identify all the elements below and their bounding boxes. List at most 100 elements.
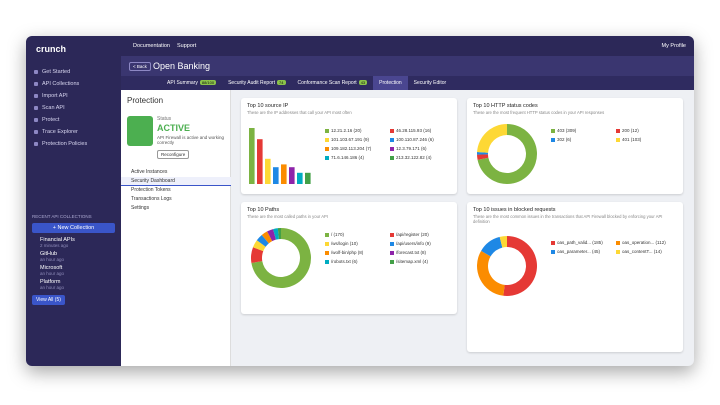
chart-card: Top 10 source IP These are the IP address…	[241, 98, 457, 194]
legend-item[interactable]: 100.110.87.246 (6)	[390, 137, 449, 142]
legend-swatch	[616, 240, 620, 245]
status-label: Status	[157, 116, 172, 122]
legend-item[interactable]: /robots.txt (6)	[325, 259, 384, 264]
legend-item[interactable]: oas_path_valid... (185)	[551, 240, 610, 245]
nav-item[interactable]: Trace Explorer	[26, 126, 121, 138]
donut-segment	[256, 234, 269, 247]
card-subtitle: These are the most frequent HTTP status …	[473, 110, 605, 115]
view-all-button[interactable]: View All (5)	[32, 295, 65, 305]
legend-item[interactable]: 101.103.67.191 (9)	[325, 137, 384, 142]
legend-item[interactable]: /api/users/info (9)	[390, 241, 449, 246]
tab-label: Security Audit Report	[228, 80, 276, 86]
legend-swatch	[390, 146, 394, 151]
card-subtitle: These are the most called paths in your …	[247, 214, 329, 219]
menu-item[interactable]: Security Dashboard	[121, 177, 231, 186]
tab[interactable]: Security Editor	[408, 76, 453, 90]
donut-segment	[503, 236, 537, 296]
legend: oas_path_valid... (185) oas_operation... …	[551, 240, 675, 254]
legend-label: 12.21.2.16 (20)	[331, 128, 362, 133]
recent-item[interactable]: Microsoft an hour ago	[40, 265, 115, 276]
reconfigure-button[interactable]: Reconfigure	[157, 150, 190, 159]
legend-item[interactable]: 200 (12)	[616, 128, 675, 133]
menu-item[interactable]: Protection Tokens	[131, 187, 171, 193]
legend-item[interactable]: oas_operation... (112)	[616, 240, 675, 245]
legend-label: 302 (6)	[557, 137, 572, 142]
tab-badge: 74	[277, 80, 286, 85]
collection-time: 2 minutes ago	[40, 243, 69, 248]
app-window: crunch Get Started API Collections Import …	[26, 36, 694, 366]
nav-item[interactable]: Protection Policies	[26, 138, 121, 150]
legend-item[interactable]: 403 (309)	[551, 128, 610, 133]
nav: Get Started API Collections Import API Scan…	[26, 66, 121, 150]
legend-swatch	[325, 137, 329, 142]
menu-item[interactable]: Active Instances	[131, 169, 168, 175]
protection-menu: Active Instances Security Dashboard Protec…	[121, 168, 231, 213]
legend-item[interactable]: 302 (6)	[551, 137, 610, 142]
tab[interactable]: Conformance Scan Report 43	[292, 76, 374, 90]
legend-label: /forecast.txt (8)	[396, 250, 427, 255]
legend-swatch	[325, 146, 329, 151]
donut-segment	[477, 124, 507, 153]
legend-item[interactable]: / (170)	[325, 232, 384, 237]
nav-item[interactable]: Get Started	[26, 66, 121, 78]
recent-item[interactable]: Financial APIs 2 minutes ago	[40, 237, 115, 248]
panel-title: Protection	[127, 96, 164, 105]
legend-item[interactable]: oas_contentT... (14)	[616, 249, 675, 254]
legend-item[interactable]: 46.28.115.93 (16)	[390, 128, 449, 133]
collection-time: an hour ago	[40, 257, 65, 262]
nav-item[interactable]: Protect	[26, 114, 121, 126]
legend-item[interactable]: /api/register (20)	[390, 232, 449, 237]
section-title: RECENT API COLLECTIONS	[32, 214, 92, 219]
legend-swatch	[390, 128, 394, 133]
recent-item[interactable]: GitHub an hour ago	[40, 251, 115, 262]
nav-item[interactable]: Scan API	[26, 102, 121, 114]
card-subtitle: These are the most common issues in the …	[473, 214, 663, 224]
recent-item[interactable]: Platform an hour ago	[40, 279, 115, 290]
donut-segment	[499, 236, 507, 248]
donut-segment	[477, 154, 489, 160]
legend-item[interactable]: 213.32.122.82 (4)	[390, 155, 449, 160]
legend-item[interactable]: 109.182.113.204 (7)	[325, 146, 384, 151]
legend: / (170) /api/register (20) /ws/login (10) /…	[325, 232, 449, 264]
donut-segment	[477, 250, 505, 296]
legend-swatch	[390, 137, 394, 142]
bar	[257, 139, 263, 184]
top-link[interactable]: Documentation	[133, 43, 170, 49]
tab-label: Protection	[379, 80, 402, 86]
legend-label: /wolf-bin/php (8)	[331, 250, 364, 255]
tab[interactable]: Security Audit Report 74	[222, 76, 291, 90]
legend-label: /api/register (20)	[396, 232, 429, 237]
nav-item[interactable]: Import API	[26, 90, 121, 102]
tabs: API Summary 88/100 Security Audit Report 74…	[121, 76, 694, 90]
legend-item[interactable]: 12.21.2.16 (20)	[325, 128, 384, 133]
menu-item[interactable]: Transactions Logs	[131, 196, 172, 202]
donut-segment	[261, 231, 273, 244]
legend-item[interactable]: /wolf-bin/php (8)	[325, 250, 384, 255]
legend-item[interactable]: /forecast.txt (8)	[390, 250, 449, 255]
collection-time: an hour ago	[40, 271, 65, 276]
shield-icon	[127, 116, 153, 146]
bar	[273, 167, 279, 184]
status-value: ACTIVE	[157, 123, 191, 133]
legend-item[interactable]: 71.6.146.186 (4)	[325, 155, 384, 160]
tab[interactable]: Protection	[373, 76, 408, 90]
profile-menu[interactable]: My Profile	[661, 43, 686, 49]
legend-swatch	[551, 128, 555, 133]
legend-swatch	[551, 137, 555, 142]
logo[interactable]: crunch	[36, 44, 67, 54]
legend-item[interactable]: /ws/login (10)	[325, 241, 384, 246]
top-link[interactable]: Support	[177, 43, 197, 49]
menu-item[interactable]: Settings	[131, 205, 150, 211]
legend-label: oas_contentT... (14)	[622, 249, 662, 254]
nav-item[interactable]: API Collections	[26, 78, 121, 90]
new-collection-button[interactable]: + New Collection	[32, 223, 115, 233]
bar	[281, 164, 287, 184]
legend-item[interactable]: 401 (103)	[616, 137, 675, 142]
legend-item[interactable]: 12.3.79.171 (6)	[390, 146, 449, 151]
legend-item[interactable]: oas_parameter... (45)	[551, 249, 610, 254]
legend-item[interactable]: /sitemap.xml (4)	[390, 259, 449, 264]
back-button[interactable]: < Back	[129, 62, 151, 71]
tab[interactable]: API Summary 88/100	[161, 76, 222, 90]
legend-swatch	[325, 232, 329, 237]
collection-name: GitHub	[40, 251, 58, 257]
